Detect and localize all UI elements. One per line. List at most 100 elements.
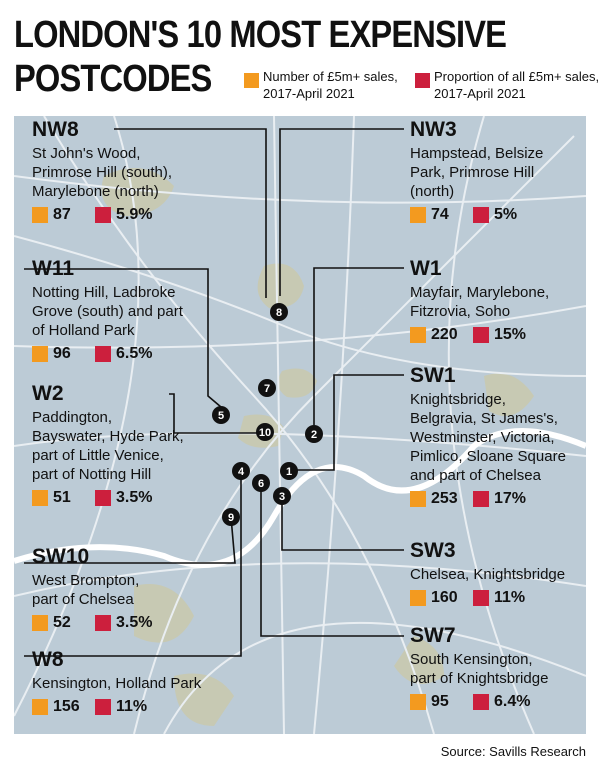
share-swatch (95, 699, 111, 715)
marker-3: 3 (273, 487, 291, 505)
leader-nw3 (279, 128, 404, 296)
sales-share: 3.5% (116, 489, 153, 506)
marker-7: 7 (258, 379, 276, 397)
sales-swatch (32, 615, 48, 631)
share-swatch (95, 346, 111, 362)
sales-count: 220 (431, 326, 458, 343)
leader-sw10 (24, 516, 236, 564)
areas-sw7: South Kensington, part of Knightsbridge (410, 651, 549, 687)
share-swatch (473, 694, 489, 710)
legend-orange-label: Number of £5m+ sales, 2017-April 2021 (263, 69, 398, 101)
page-title-line-1: LONDON'S 10 MOST EXPENSIVE (14, 14, 507, 56)
map-canvas: 8 7 5 10 2 1 4 6 3 9 (14, 116, 586, 734)
marker-1: 1 (280, 462, 298, 480)
svg-text:1: 1 (286, 466, 292, 478)
park (174, 673, 234, 726)
leader-w2 (169, 393, 257, 434)
postcode-sw3: SW3 (410, 539, 456, 562)
leader-w8 (24, 478, 242, 657)
marker-8: 8 (270, 303, 288, 321)
entry-nw3: NW3 Hampstead, Belsize Park, Primrose Hi… (410, 118, 543, 224)
park (278, 368, 317, 398)
postcode-sw1: SW1 (410, 364, 456, 387)
sales-swatch (410, 327, 426, 343)
postcode-sw10: SW10 (32, 545, 90, 568)
sales-count: 253 (431, 490, 458, 507)
postcode-nw3: NW3 (410, 118, 457, 141)
svg-text:8: 8 (276, 307, 282, 319)
areas-w11: Notting Hill, Ladbroke Grove (south) and… (32, 284, 183, 339)
entry-w2: W2 Paddington, Bayswater, Hyde Park, par… (32, 382, 184, 507)
stats-nw8: 87 5.9% (32, 206, 172, 224)
entry-sw7: SW7 South Kensington, part of Knightsbri… (410, 624, 548, 711)
sales-swatch (32, 699, 48, 715)
svg-text:3: 3 (279, 491, 285, 503)
share-swatch (473, 590, 489, 606)
svg-text:4: 4 (238, 466, 245, 478)
sales-share: 6.5% (116, 345, 153, 362)
park (484, 373, 534, 416)
sales-swatch (32, 346, 48, 362)
sales-count: 160 (431, 589, 458, 606)
sales-share: 5% (494, 206, 518, 223)
sales-swatch (32, 207, 48, 223)
marker-6: 6 (252, 474, 270, 492)
entry-w11: W11 Notting Hill, Ladbroke Grove (south)… (32, 257, 183, 363)
entry-w8: W8 Kensington, Holland Park 156 11% (32, 648, 201, 716)
svg-text:9: 9 (228, 512, 234, 524)
postcode-w2: W2 (32, 382, 64, 405)
stats-w8: 156 11% (32, 698, 201, 716)
sales-share: 17% (494, 490, 527, 507)
marker-4: 4 (232, 462, 250, 480)
marker-9: 9 (222, 508, 240, 526)
sales-share: 5.9% (116, 206, 153, 223)
postcode-w11: W11 (32, 257, 75, 280)
share-swatch (95, 490, 111, 506)
svg-text:7: 7 (264, 383, 270, 395)
river-thames (14, 428, 586, 568)
sales-swatch (410, 590, 426, 606)
entry-sw10: SW10 West Brompton, part of Chelsea 52 3… (32, 545, 152, 632)
legend-red-label: Proportion of all £5m+ sales, 2017-April… (434, 69, 600, 101)
sales-count: 156 (53, 698, 80, 715)
marker-2: 2 (305, 425, 323, 443)
areas-sw1: Knightsbridge, Belgravia, St James's, We… (410, 391, 566, 484)
areas-w8: Kensington, Holland Park (32, 675, 202, 692)
sales-swatch (32, 490, 48, 506)
share-swatch (95, 207, 111, 223)
sales-share: 11% (116, 698, 148, 715)
sales-share: 11% (494, 589, 526, 606)
svg-text:5: 5 (218, 410, 224, 422)
sales-share: 6.4% (494, 693, 531, 710)
areas-sw10: West Brompton, part of Chelsea (32, 572, 140, 608)
postcode-w1: W1 (410, 257, 442, 280)
stats-sw3: 160 11% (410, 589, 565, 607)
sales-count: 95 (431, 693, 449, 710)
entry-nw8: NW8 St John's Wood, Primrose Hill (south… (32, 118, 172, 224)
sales-count: 87 (53, 206, 71, 223)
legend-red-swatch (415, 73, 430, 88)
sales-swatch (410, 694, 426, 710)
park (394, 636, 444, 684)
areas-nw3: Hampstead, Belsize Park, Primrose Hill (… (410, 145, 544, 200)
postcode-nw8: NW8 (32, 118, 79, 141)
marker-5: 5 (212, 406, 230, 424)
share-swatch (95, 615, 111, 631)
park (101, 168, 174, 216)
source-note: Source: Savills Research (440, 744, 586, 759)
share-swatch (473, 207, 489, 223)
stats-w2: 51 3.5% (32, 489, 184, 507)
svg-text:10: 10 (259, 427, 271, 439)
stats-w1: 220 15% (410, 326, 549, 344)
leader-nw8 (114, 128, 267, 298)
leader-lines (24, 128, 404, 657)
postcode-w8: W8 (32, 648, 64, 671)
sales-share: 15% (494, 326, 527, 343)
marker-10: 10 (256, 423, 274, 441)
leader-sw3 (281, 496, 404, 551)
stats-sw1: 253 17% (410, 490, 566, 508)
stats-nw3: 74 5% (410, 206, 543, 224)
areas-w2: Paddington, Bayswater, Hyde Park, part o… (32, 409, 184, 483)
postcode-sw7: SW7 (410, 624, 456, 647)
